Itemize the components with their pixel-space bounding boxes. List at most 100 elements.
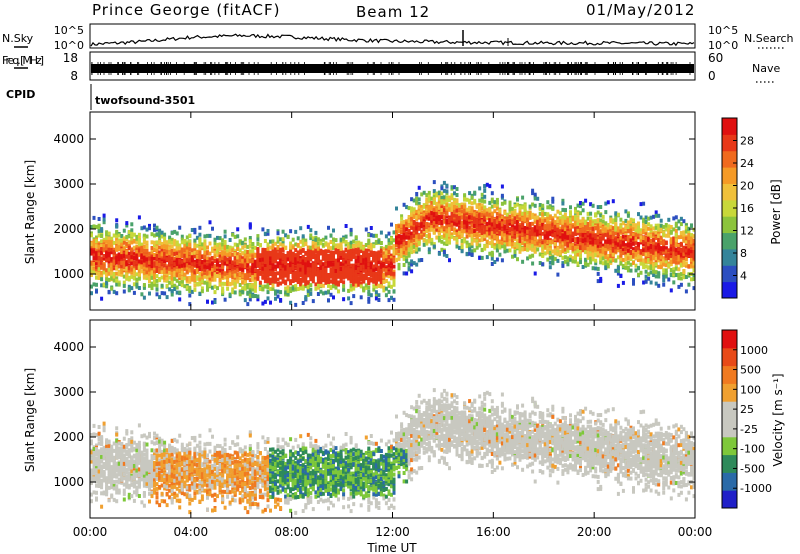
power-cell (97, 267, 101, 272)
power-cell (286, 275, 290, 280)
power-cell (369, 253, 373, 257)
power-cell (344, 240, 348, 244)
power-cell (127, 275, 131, 280)
power-cell (216, 253, 219, 258)
power-cell (211, 275, 214, 280)
power-cell (193, 273, 197, 278)
power-cell (387, 231, 391, 236)
power-cell (390, 222, 393, 227)
power-cell (432, 208, 436, 213)
power-cell (148, 251, 151, 256)
power-cell (140, 248, 144, 253)
power-cell (377, 256, 381, 261)
power-cell (357, 247, 361, 252)
power-cell (296, 280, 300, 284)
power-cell (377, 276, 381, 280)
power-cell (483, 213, 487, 218)
power-cell (347, 242, 351, 247)
power-cell (100, 262, 104, 267)
power-cell (417, 258, 421, 263)
power-cell (460, 209, 464, 214)
power-cell (142, 225, 146, 230)
power-cell (90, 251, 93, 256)
power-cell (440, 220, 444, 224)
power-cell (405, 241, 409, 246)
power-cell (228, 265, 232, 270)
power-cell (279, 281, 283, 286)
power-cell (478, 226, 482, 231)
power-cell (241, 274, 245, 279)
power-cell (105, 236, 109, 241)
power-cell (274, 267, 277, 272)
power-cell (97, 272, 101, 276)
power-cell (168, 235, 172, 240)
power-cell (316, 278, 320, 283)
power-cell (342, 254, 346, 259)
power-cell (478, 220, 482, 225)
power-cell (137, 259, 141, 264)
power-cell (218, 278, 222, 283)
power-cell (364, 276, 368, 281)
power-cell (231, 265, 235, 269)
power-cell (465, 240, 469, 245)
power-cell (211, 277, 214, 282)
power-cell (410, 235, 414, 240)
power-cell (339, 273, 343, 278)
power-cell (321, 275, 325, 280)
power-cell (153, 233, 156, 238)
power-cell (206, 245, 209, 250)
power-cell (236, 255, 240, 260)
power-cell (379, 241, 383, 245)
power-cell (105, 277, 109, 282)
power-cell (311, 266, 315, 270)
power-cell (367, 242, 371, 247)
power-cell (465, 244, 469, 249)
power-cell (142, 248, 146, 253)
power-cell (193, 261, 197, 266)
power-cell (206, 282, 209, 286)
power-cell (218, 247, 222, 252)
power-cell (402, 202, 406, 207)
power-cell (392, 258, 396, 263)
power-cell (213, 244, 217, 249)
power-cell (463, 239, 467, 244)
power-cell (442, 208, 446, 213)
power-cell (304, 257, 308, 262)
power-cell (175, 246, 179, 251)
power-cell (248, 289, 252, 294)
power-cell (304, 274, 308, 279)
station-title: Prince George (fitACF) (92, 1, 280, 19)
power-cell (321, 278, 325, 283)
power-cell (410, 221, 414, 226)
power-cell (279, 272, 283, 277)
power-cell (440, 239, 444, 244)
power-cell (387, 271, 391, 276)
power-cell (97, 264, 101, 269)
power-cell (420, 207, 424, 212)
power-cell (115, 255, 119, 260)
power-cell (480, 231, 484, 235)
power-cell (145, 240, 149, 245)
power-cell (221, 261, 225, 266)
power-cell (165, 269, 169, 274)
power-cell (263, 279, 267, 284)
power-cell (299, 239, 303, 244)
power-cell (453, 201, 456, 205)
power-cell (377, 253, 381, 258)
power-cell (291, 237, 295, 242)
power-cell (372, 233, 376, 238)
power-cell (296, 264, 300, 269)
power-cell (243, 249, 247, 254)
power-cell (140, 292, 144, 297)
power-cell (309, 277, 313, 282)
power-cell (132, 245, 136, 250)
power-cell (337, 289, 340, 294)
power-cell (488, 215, 492, 219)
power-cell (218, 244, 222, 249)
power-cell (387, 259, 391, 264)
power-cell (354, 240, 358, 245)
power-cell (236, 272, 240, 277)
power-cell (435, 201, 439, 206)
power-cell (294, 287, 298, 292)
